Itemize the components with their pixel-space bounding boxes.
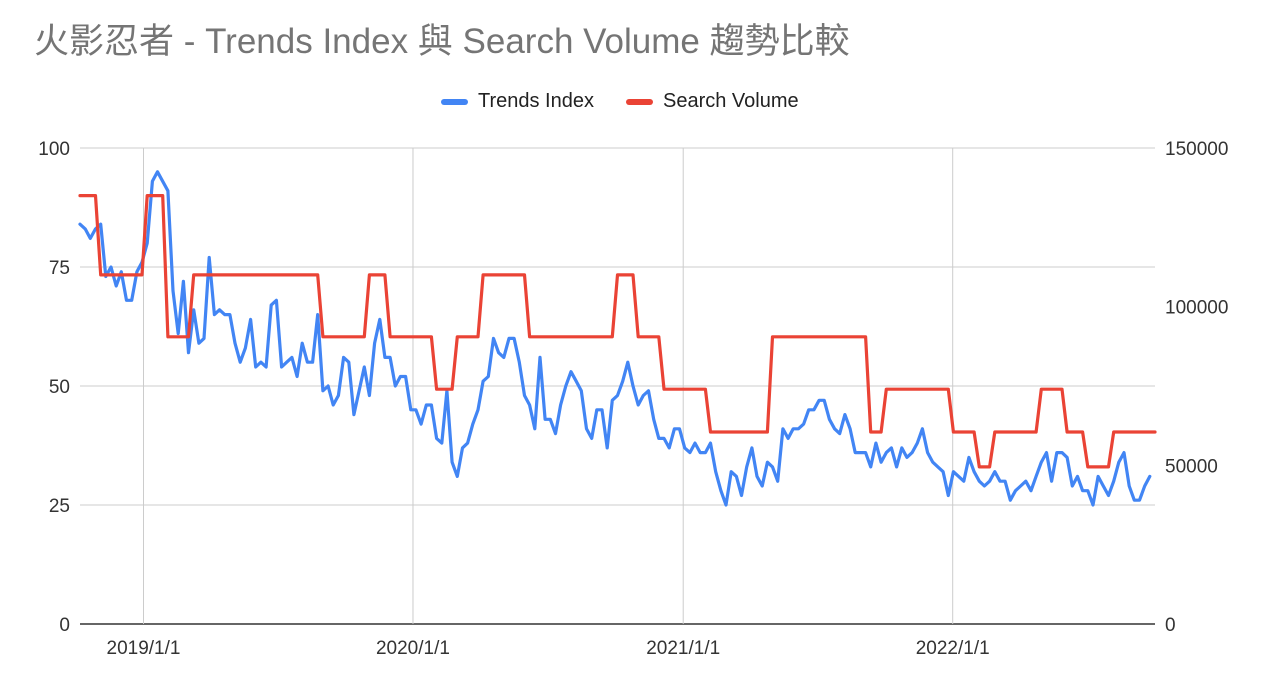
label-layer: 0 25 50 75 100 0 50000 100000 150000 2019/1/1 2020… — [38, 139, 1228, 659]
legend-label-search-volume: Search Volume — [663, 90, 799, 112]
y-left-tick-label: 50 — [49, 377, 70, 398]
y-right-tick-label: 100000 — [1165, 298, 1228, 319]
legend-item-search-volume: Search Volume — [626, 90, 799, 113]
series-line-trends-index — [78, 170, 1152, 507]
x-tick-label: 2022/1/1 — [916, 638, 990, 659]
y-left-tick-label: 100 — [38, 139, 70, 160]
y-right-tick-label: 50000 — [1165, 456, 1218, 477]
y-left-tick-label: 25 — [49, 496, 70, 517]
x-tick-label: 2021/1/1 — [646, 638, 720, 659]
legend-item-trends-index: Trends Index — [441, 90, 594, 113]
y-left-tick-label: 0 — [59, 615, 70, 636]
x-tick-label: 2020/1/1 — [376, 638, 450, 659]
legend-swatch-search-volume — [626, 98, 653, 105]
y-left-tick-label: 75 — [49, 258, 70, 279]
y-right-tick-label: 150000 — [1165, 139, 1228, 160]
series-layer — [78, 170, 1157, 507]
legend-label-trends-index: Trends Index — [478, 90, 594, 112]
y-right-tick-label: 0 — [1165, 615, 1176, 636]
grid-layer — [80, 147, 1155, 625]
x-tick-label: 2019/1/1 — [107, 638, 181, 659]
chart-title: 火影忍者 - Trends Index 與 Search Volume 趨勢比較 — [34, 22, 850, 61]
legend-swatch-trends-index — [441, 98, 468, 105]
series-line-search-volume — [78, 194, 1157, 469]
chart-legend: Trends Index Search Volume — [441, 90, 799, 113]
